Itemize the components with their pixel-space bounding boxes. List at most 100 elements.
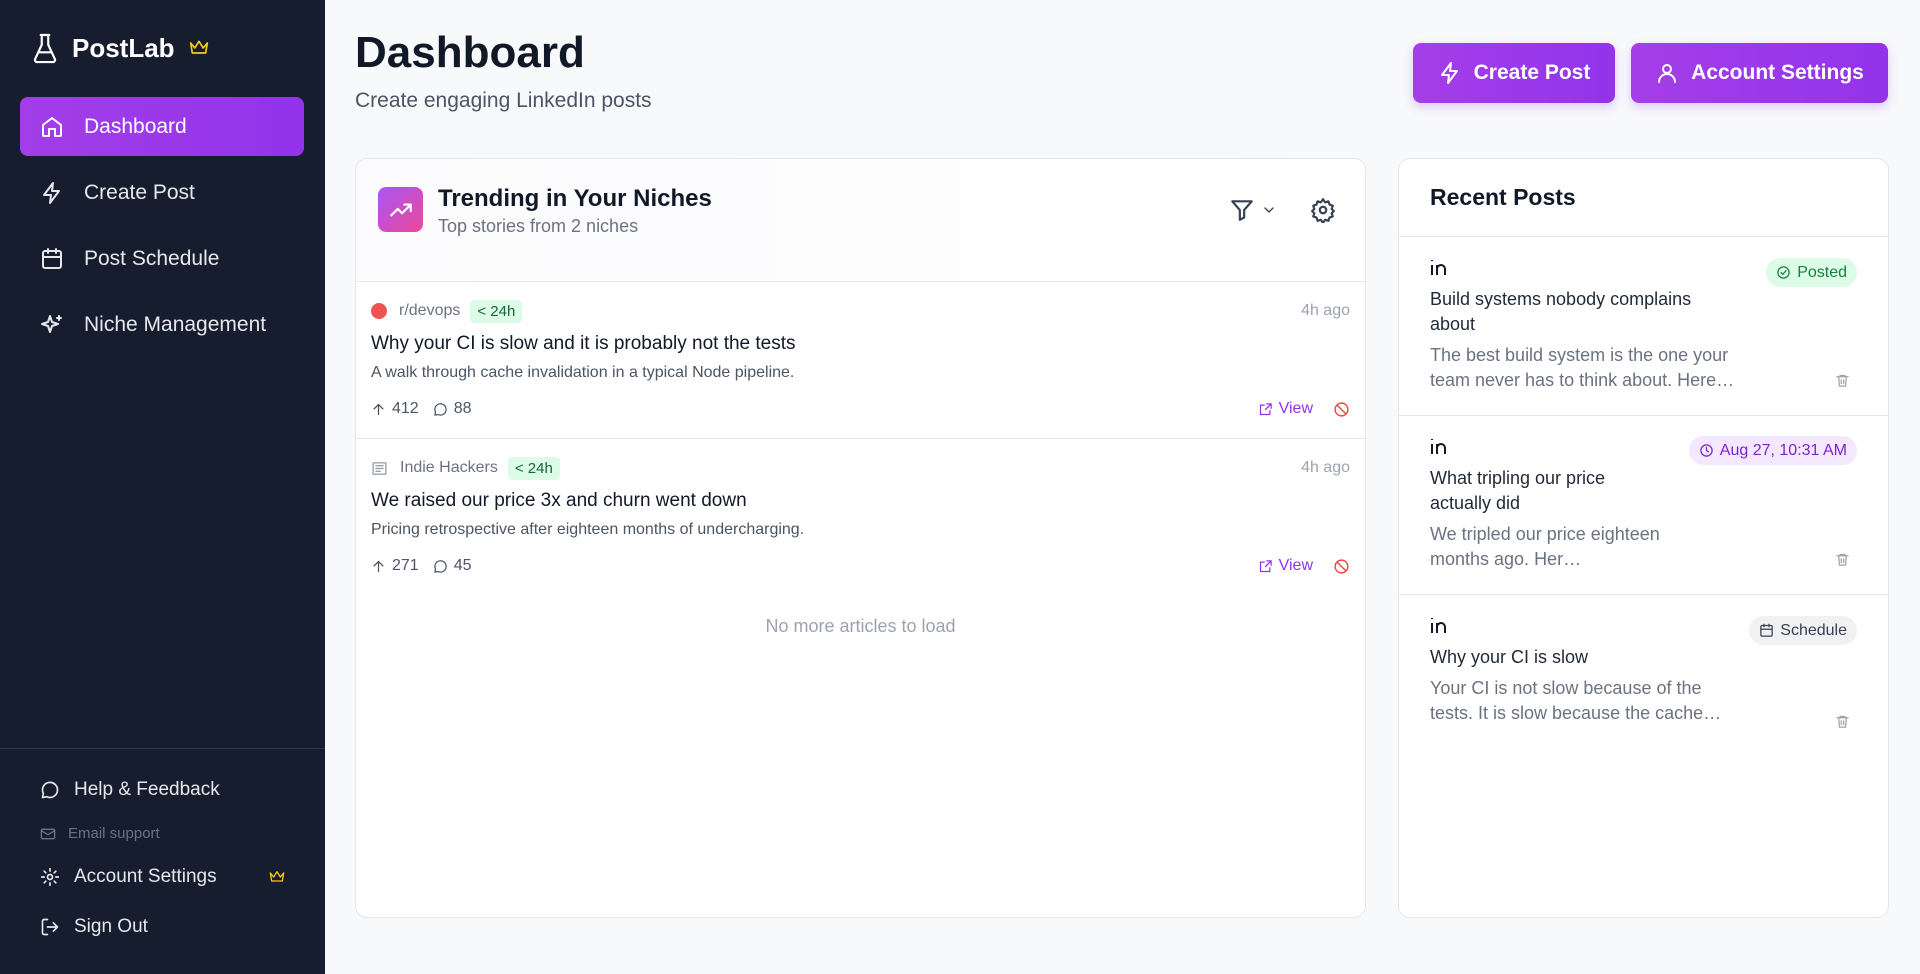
article-meta: Indie Hackers < 24h 4h ago	[371, 456, 1350, 480]
trending-card: Trending in Your Niches Top stories from…	[355, 158, 1366, 918]
sidebar: PostLab Dashboard Create Post Post Sched…	[0, 0, 325, 974]
trending-title: Trending in Your Niches	[438, 185, 712, 212]
status-label: Schedule	[1780, 621, 1847, 639]
account-settings-button[interactable]: Account Settings	[1631, 43, 1888, 103]
status-label: Aug 27, 10:31 AM	[1719, 441, 1847, 459]
comments: 45	[453, 557, 472, 574]
recent-post[interactable]: Aug 27, 10:31 AM What tripling our price…	[1399, 415, 1888, 594]
status-icon	[1760, 623, 1774, 637]
article-stats: 271 45 View	[371, 554, 1350, 578]
hide-button	[1334, 401, 1349, 417]
nav-item[interactable]: Create Post	[20, 163, 304, 222]
help-label: Help & Feedback	[74, 779, 220, 800]
trend-icon	[389, 203, 412, 216]
user-icon	[1658, 64, 1677, 83]
filter-button[interactable]	[1229, 197, 1277, 223]
view-label: View	[1278, 557, 1313, 574]
logout-icon	[41, 918, 59, 936]
comment-icon	[433, 402, 447, 416]
delete-button[interactable]	[1835, 714, 1850, 729]
button-label: Account Settings	[1691, 61, 1864, 84]
bolt-icon	[1440, 62, 1458, 84]
help-link[interactable]: Help & Feedback	[40, 779, 220, 801]
nav-label: Niche Management	[84, 312, 267, 336]
article-title[interactable]: Why your CI is slow and it is probably n…	[371, 333, 796, 354]
post-excerpt: We tripled our price eighteen months ago…	[1430, 524, 1660, 569]
signout-label: Sign Out	[74, 916, 148, 937]
page-title: Dashboard	[355, 28, 585, 77]
source: Indie Hackers	[400, 459, 498, 476]
crown-icon	[269, 871, 285, 882]
article-time: 4h ago	[1301, 302, 1350, 319]
status-icon	[1700, 444, 1713, 457]
email-label: Email support	[68, 825, 160, 842]
nav-item[interactable]: Niche Management	[20, 295, 304, 354]
view-link[interactable]: View	[1258, 400, 1313, 418]
signout-link[interactable]: Sign Out	[40, 916, 148, 938]
external-icon	[1259, 559, 1272, 572]
post-title: What tripling our price actually did	[1430, 468, 1606, 513]
article-description: A walk through cache invalidation in a t…	[371, 364, 795, 381]
linkedin-icon	[1431, 260, 1446, 275]
gear-icon	[40, 867, 60, 887]
delete-button[interactable]	[1835, 373, 1850, 388]
calendar-icon	[42, 247, 62, 269]
age-badge: < 24h	[507, 456, 560, 480]
view-link[interactable]: View	[1258, 557, 1313, 575]
comments: 88	[453, 400, 472, 417]
external-icon	[1259, 402, 1272, 415]
mail-icon	[40, 828, 56, 839]
article: r/devops < 24h 4h ago Why your CI is slo…	[356, 281, 1365, 438]
settings-label: Account Settings	[74, 866, 217, 887]
create-post-button[interactable]: Create Post	[1413, 43, 1615, 103]
status-badge: Posted	[1766, 258, 1857, 287]
brand[interactable]: PostLab	[32, 32, 209, 64]
linkedin-icon	[1431, 618, 1446, 633]
article-stats: 412 88 View	[371, 397, 1350, 421]
nav-label: Dashboard	[84, 114, 187, 138]
linkedin-icon	[1431, 439, 1446, 454]
article-title[interactable]: We raised our price 3x and churn went do…	[371, 490, 747, 511]
nav-label: Post Schedule	[84, 246, 220, 270]
article-time: 4h ago	[1301, 459, 1350, 476]
comment-icon	[433, 559, 447, 573]
age-badge: < 24h	[470, 299, 523, 323]
post-title: Build systems nobody complains about	[1430, 289, 1692, 334]
post-title: Why your CI is slow	[1430, 647, 1589, 667]
nav-item[interactable]: Dashboard	[20, 97, 304, 156]
nav-item[interactable]: Post Schedule	[20, 229, 304, 288]
end-note: No more articles to load	[765, 616, 956, 636]
bolt-icon	[43, 181, 60, 204]
post-body: Build systems nobody complains about The…	[1430, 287, 1734, 393]
source: r/devops	[399, 302, 461, 319]
divider	[0, 748, 325, 749]
flask-icon	[33, 33, 57, 64]
settings-link[interactable]: Account Settings	[40, 866, 285, 888]
nav-label: Create Post	[84, 180, 195, 204]
recent-title: Recent Posts	[1430, 184, 1576, 210]
upvote-icon	[373, 403, 384, 415]
delete-button[interactable]	[1835, 552, 1850, 567]
upvotes: 271	[392, 557, 419, 574]
chat-icon	[41, 781, 59, 799]
article-description: Pricing retrospective after eighteen mon…	[371, 521, 805, 538]
status-icon	[1777, 266, 1790, 279]
recent-post[interactable]: Posted Build systems nobody complains ab…	[1399, 236, 1888, 415]
upvote-icon	[373, 560, 384, 572]
settings-button[interactable]	[1310, 197, 1336, 223]
page-subtitle: Create engaging LinkedIn posts	[355, 89, 652, 112]
chevron-icon	[1264, 207, 1274, 213]
home-icon	[42, 116, 62, 137]
trending-subtitle: Top stories from 2 niches	[438, 216, 639, 236]
view-label: View	[1278, 400, 1313, 417]
article-meta: r/devops < 24h 4h ago	[371, 299, 1350, 323]
filter-icon	[1231, 200, 1253, 221]
post-excerpt: The best build system is the one your te…	[1430, 345, 1735, 390]
status-badge: Aug 27, 10:31 AM	[1688, 436, 1857, 465]
email-link[interactable]: Email support	[40, 825, 160, 842]
post-body: What tripling our price actually did We …	[1430, 466, 1670, 572]
hide-button	[1334, 558, 1349, 574]
recent-post[interactable]: Schedule Why your CI is slow Your CI is …	[1399, 594, 1888, 773]
news-icon	[372, 461, 387, 475]
